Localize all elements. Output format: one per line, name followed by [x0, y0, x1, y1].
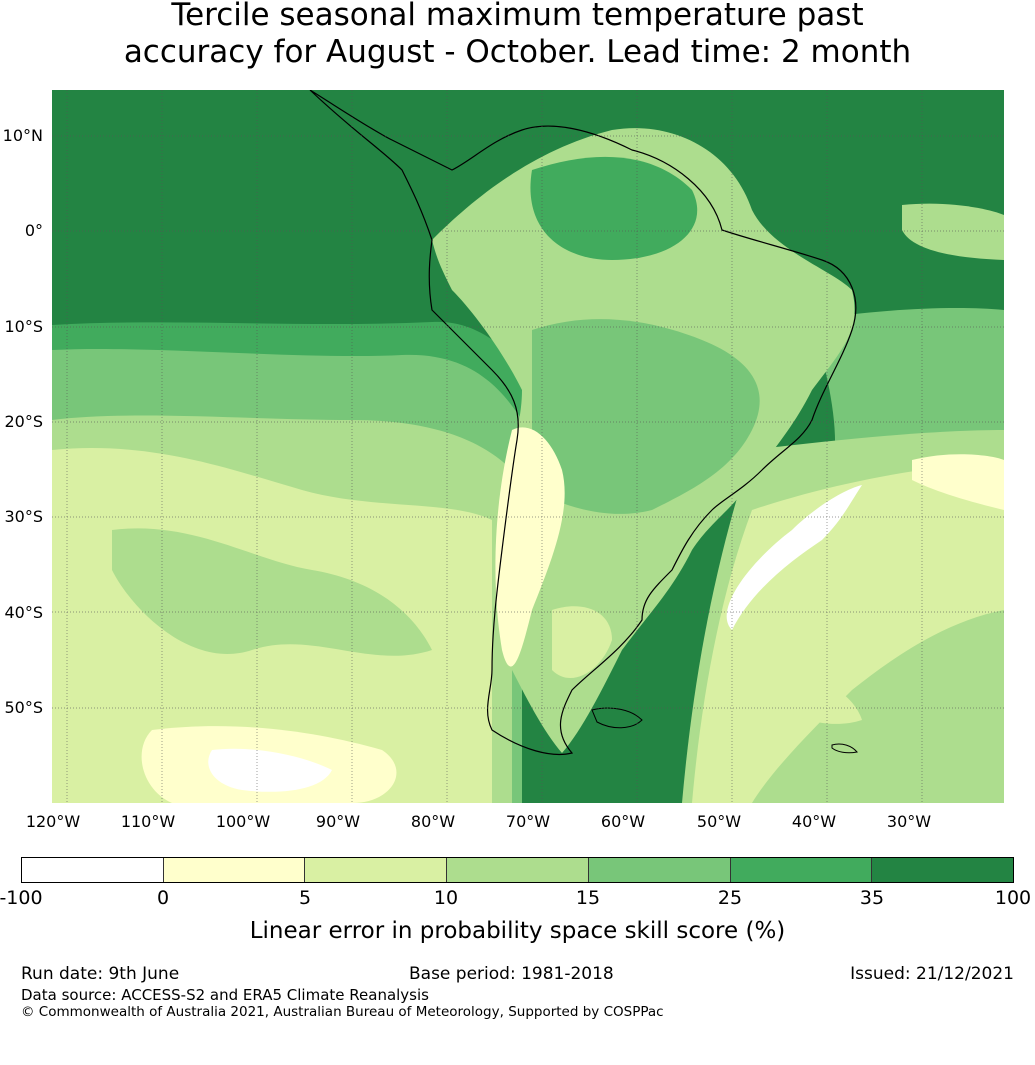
lat-label-0: 0°	[24, 221, 43, 240]
lon-label-40w: 40°W	[791, 812, 837, 831]
lon-label-120w: 120°W	[25, 812, 81, 831]
colorbar-label: Linear error in probability space skill …	[249, 918, 786, 944]
issued-date: Issued: 21/12/2021	[850, 964, 1014, 984]
south-georgia-outline	[831, 743, 858, 754]
lon-label-110w: 110°W	[120, 812, 176, 831]
map-title-line-2: accuracy for August - October. Lead time…	[123, 34, 912, 70]
colorbar-segment-1	[22, 858, 164, 882]
lon-label-90w: 90°W	[315, 812, 361, 831]
base-period: Base period: 1981-2018	[409, 964, 614, 984]
continent-skill-35-north	[530, 156, 698, 260]
map-canvas	[52, 90, 1004, 803]
data-source: Data source: ACCESS-S2 and ERA5 Climate …	[21, 986, 429, 1004]
patch-neg-coast	[726, 485, 862, 630]
continent-skill-25	[532, 319, 760, 514]
lat-label-20s: 20°S	[4, 412, 43, 431]
patch-15-northeast	[902, 203, 1004, 260]
lat-label-10n: 10°N	[2, 126, 43, 145]
continent-skill-0-andes	[495, 427, 565, 667]
colorbar-segment-4	[447, 858, 589, 882]
south-america-coastline	[309, 90, 857, 756]
colorbar-tick-7: 35	[859, 887, 885, 909]
colorbar-segment-6	[730, 858, 873, 882]
skill-score-map	[52, 90, 1004, 803]
map-gridlines	[52, 90, 1004, 803]
lat-label-30s: 30°S	[4, 507, 43, 526]
patch-10-south-atlantic	[772, 677, 862, 724]
lon-label-60w: 60°W	[600, 812, 646, 831]
colorbar-tick-6: 25	[717, 887, 743, 909]
colorbar-tick-3: 5	[298, 887, 312, 909]
patch-15-west	[112, 528, 432, 656]
lon-label-100w: 100°W	[215, 812, 271, 831]
copyright-notice: © Commonwealth of Australia 2021, Austra…	[21, 1004, 664, 1020]
colorbar-segment-2	[163, 858, 306, 882]
colorbar-tick-1: -100	[0, 887, 43, 909]
run-date: Run date: 9th June	[21, 964, 180, 984]
lon-label-50w: 50°W	[696, 812, 742, 831]
lat-label-50s: 50°S	[4, 698, 43, 717]
lon-label-70w: 70°W	[505, 812, 551, 831]
colorbar-tick-2: 0	[156, 887, 170, 909]
patch-0-east	[912, 454, 1004, 510]
colorbar-tick-8: 100	[994, 887, 1032, 909]
lon-label-80w: 80°W	[410, 812, 456, 831]
colorbar-segment-5	[588, 858, 731, 882]
lon-label-30w: 30°W	[886, 812, 932, 831]
colorbar-segment-3	[305, 858, 448, 882]
lat-label-10s: 10°S	[4, 317, 43, 336]
map-title-line-1: Tercile seasonal maximum temperature pas…	[171, 0, 864, 33]
colorbar-segment-7	[872, 858, 1014, 882]
colorbar-tick-5: 15	[575, 887, 601, 909]
colorbar-tick-4: 10	[433, 887, 459, 909]
lat-label-40s: 40°S	[4, 603, 43, 622]
patch-neg-southwest	[208, 748, 332, 792]
colorbar	[21, 857, 1014, 883]
band-10-east	[692, 460, 1004, 803]
continent-skill-10-patagonia	[552, 606, 612, 679]
